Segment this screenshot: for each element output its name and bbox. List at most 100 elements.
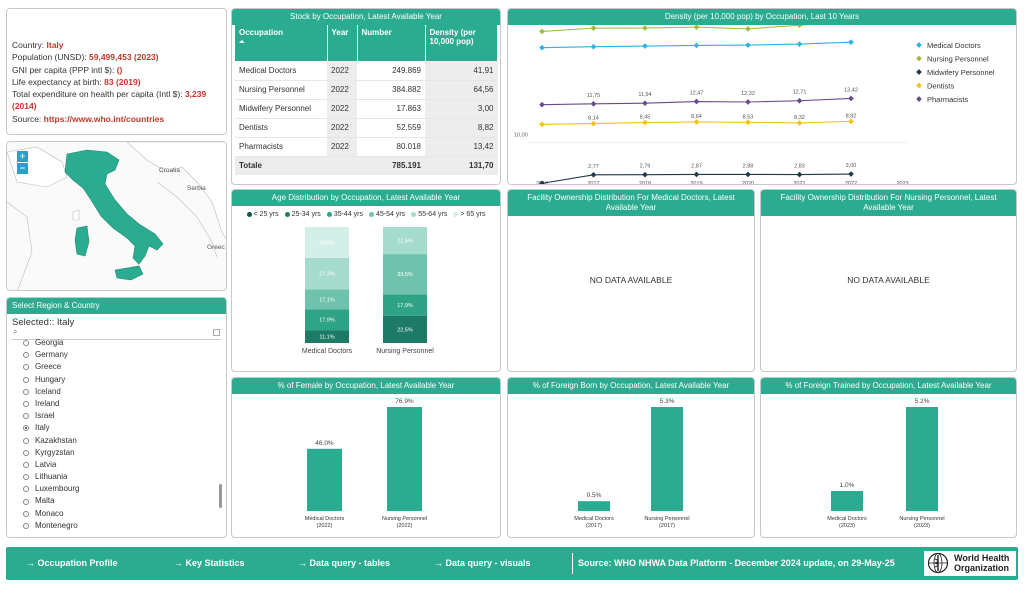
radio-icon[interactable] <box>23 522 29 529</box>
data-point[interactable] <box>796 41 803 47</box>
legend-label[interactable]: Pharmacists <box>927 95 969 104</box>
data-point[interactable] <box>539 28 545 35</box>
stack-segment[interactable] <box>305 330 349 343</box>
country-option[interactable]: Monaco <box>23 508 79 520</box>
radio-icon[interactable] <box>23 388 29 395</box>
data-point[interactable] <box>745 26 751 32</box>
zoom-out-button[interactable]: − <box>17 163 28 174</box>
bar[interactable] <box>578 501 610 511</box>
data-point[interactable] <box>848 171 854 177</box>
radio-icon[interactable] <box>23 474 29 481</box>
radio-icon[interactable] <box>23 425 29 432</box>
data-point[interactable] <box>693 42 700 49</box>
data-point[interactable] <box>796 120 803 126</box>
data-point[interactable] <box>590 101 597 107</box>
legend-item[interactable]: 55-64 yrs <box>411 211 447 218</box>
stack-segment[interactable] <box>383 294 427 316</box>
legend-label[interactable]: Nursing Personnel <box>927 55 989 64</box>
stack-segment[interactable] <box>305 309 349 331</box>
country-option[interactable]: Iceland <box>23 386 79 398</box>
radio-icon[interactable] <box>23 352 29 359</box>
bar[interactable] <box>307 448 342 511</box>
data-point[interactable] <box>745 42 751 48</box>
sardinia-shape[interactable] <box>74 225 90 257</box>
legend-label[interactable]: Medical Doctors <box>927 41 981 50</box>
data-point[interactable] <box>848 95 854 102</box>
data-point[interactable] <box>745 171 751 178</box>
radio-icon[interactable] <box>23 437 29 444</box>
legend-item[interactable]: 45-54 yrs <box>369 211 405 218</box>
data-point[interactable] <box>590 25 597 31</box>
country-map[interactable]: Croatia Serbia Greec + − <box>6 141 227 291</box>
sicily-shape[interactable] <box>114 265 144 281</box>
data-point[interactable] <box>848 39 854 46</box>
data-point[interactable] <box>693 98 700 105</box>
radio-icon[interactable] <box>23 449 29 456</box>
country-option[interactable]: Georgia <box>23 337 79 349</box>
data-point[interactable] <box>590 120 597 127</box>
data-point[interactable] <box>642 171 648 178</box>
country-option[interactable]: Kyrgyzstan <box>23 447 79 459</box>
country-option[interactable]: Hungary <box>23 374 79 386</box>
legend-label[interactable]: Dentists <box>927 82 954 91</box>
source-link[interactable]: https://www.who.int/countries <box>43 113 165 124</box>
country-option[interactable]: Kazakhstan <box>23 435 79 447</box>
col-density[interactable]: Density (per 10,000 pop) <box>425 25 498 61</box>
stack-segment[interactable] <box>305 289 349 310</box>
country-search-input[interactable]: ⌕ <box>12 327 221 340</box>
data-point[interactable] <box>539 101 545 108</box>
clear-selection-icon[interactable] <box>213 329 220 336</box>
col-number[interactable]: Number <box>357 25 426 61</box>
data-point[interactable] <box>796 25 803 29</box>
country-option[interactable]: Malta <box>23 495 79 507</box>
data-point[interactable] <box>642 119 648 126</box>
radio-icon[interactable] <box>23 461 29 468</box>
legend-item[interactable]: < 25 yrs <box>246 211 279 218</box>
data-point[interactable] <box>745 119 751 126</box>
country-option[interactable]: Montenegro <box>23 520 79 532</box>
country-option[interactable]: Israel <box>23 410 79 422</box>
zoom-in-button[interactable]: + <box>17 151 28 162</box>
radio-icon[interactable] <box>23 413 29 420</box>
bar[interactable] <box>387 407 422 511</box>
data-point[interactable] <box>642 25 648 31</box>
radio-icon[interactable] <box>23 340 29 347</box>
legend-label[interactable]: Midwifery Personnel <box>927 68 995 77</box>
data-point[interactable] <box>796 171 803 178</box>
data-point[interactable] <box>590 43 597 50</box>
data-point[interactable] <box>693 171 700 178</box>
radio-icon[interactable] <box>23 510 29 517</box>
data-point[interactable] <box>693 25 700 30</box>
country-list-scrollbar[interactable] <box>219 484 222 508</box>
stack-segment[interactable] <box>383 315 427 343</box>
bar[interactable] <box>831 491 863 511</box>
bar[interactable] <box>906 407 938 511</box>
radio-icon[interactable] <box>23 376 29 383</box>
stack-segment[interactable] <box>305 227 349 258</box>
data-query-visuals-link[interactable]: → Data query - visuals <box>434 558 531 568</box>
country-option[interactable]: Italy <box>23 422 79 434</box>
radio-icon[interactable] <box>23 401 29 408</box>
legend-item[interactable]: 35-44 yrs <box>326 211 363 218</box>
data-point[interactable] <box>642 43 648 49</box>
data-point[interactable] <box>590 171 597 178</box>
data-point[interactable] <box>693 119 700 125</box>
data-query-tables-link[interactable]: → Data query - tables <box>298 558 391 568</box>
data-point[interactable] <box>796 97 803 104</box>
country-option[interactable]: Germany <box>23 349 79 361</box>
legend-item[interactable]: 25-34 yrs <box>284 211 321 218</box>
data-point[interactable] <box>539 44 545 51</box>
key-statistics-link[interactable]: → Key Statistics <box>174 558 245 568</box>
radio-icon[interactable] <box>23 364 29 371</box>
radio-icon[interactable] <box>23 486 29 493</box>
bar[interactable] <box>651 407 683 511</box>
country-option[interactable]: Latvia <box>23 459 79 471</box>
data-point[interactable] <box>539 180 545 185</box>
country-option[interactable]: Greece <box>23 361 79 373</box>
italy-shape[interactable] <box>64 149 164 265</box>
stack-segment[interactable] <box>305 257 349 290</box>
data-point[interactable] <box>642 100 648 107</box>
data-point[interactable] <box>848 118 854 125</box>
country-option[interactable]: Lithuania <box>23 471 79 483</box>
stack-segment[interactable] <box>383 254 427 295</box>
